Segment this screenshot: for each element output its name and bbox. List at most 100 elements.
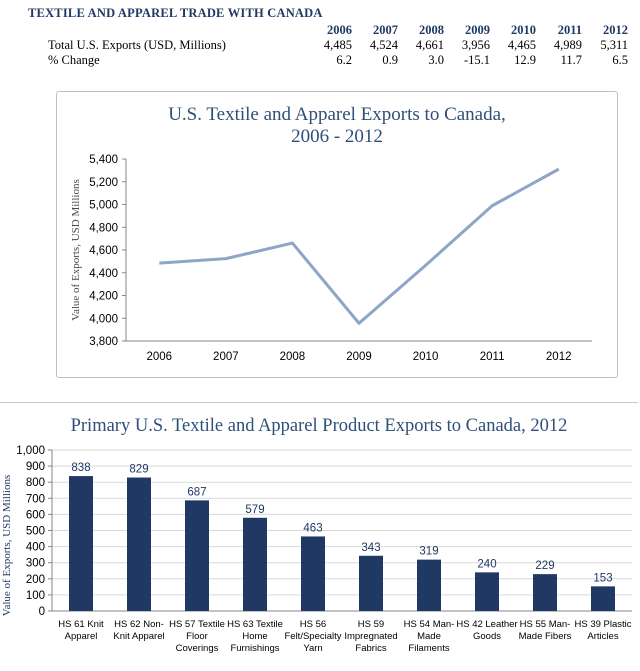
bar-chart: 0 100 200 300 400 500 600 700 800 900 1,000 838 829 6… xyxy=(1,445,632,654)
stats-exports-row: Total U.S. Exports (USD, Millions) 4,485… xyxy=(48,37,628,52)
stats-value-cell: 5,311 xyxy=(600,37,628,52)
x-tick-label-line: HS 59 xyxy=(358,619,384,630)
stats-change-row: % Change 6.2 0.9 3.0 -15.1 12.9 11.7 6.5 xyxy=(48,52,628,67)
x-tick-label: 2007 xyxy=(213,351,239,363)
x-tick-label-line: HS 42 Leather xyxy=(456,619,517,630)
bar xyxy=(301,536,325,611)
bar-data-label: 463 xyxy=(303,522,322,534)
bar-data-label: 838 xyxy=(71,462,90,474)
bar-data-label: 343 xyxy=(361,542,380,554)
bar-data-label: 829 xyxy=(129,464,148,476)
stats-value-cell: 3.0 xyxy=(428,52,444,67)
x-tick-label: 2008 xyxy=(280,351,306,363)
y-tick-label: 500 xyxy=(26,526,45,538)
x-tick-label-line: HS 39 Plastic xyxy=(574,619,631,630)
y-tick-label: 300 xyxy=(26,558,45,570)
stats-value-cell: 12.9 xyxy=(514,52,536,67)
bar xyxy=(359,555,383,611)
y-tick-label: 5,000 xyxy=(89,200,118,212)
x-tick-label-line: Goods xyxy=(473,631,501,642)
x-tick-label-line: Made Fibers xyxy=(519,631,572,642)
bar xyxy=(475,572,499,611)
bar xyxy=(185,500,209,611)
y-tick-label: 400 xyxy=(26,542,45,554)
series-line xyxy=(159,167,560,325)
x-tick-label: HS 57 Textile Floor Coverings xyxy=(169,619,225,654)
x-tick-label-line: HS 56 xyxy=(300,619,326,630)
x-tick-label-line: Filaments xyxy=(408,643,449,654)
bar-chart-panel: Primary U.S. Textile and Apparel Product… xyxy=(0,402,638,671)
x-tick-label: 2011 xyxy=(480,351,505,363)
stats-value-cell: 4,465 xyxy=(507,37,536,52)
y-tick-label: 100 xyxy=(26,590,45,602)
y-tick-label: 800 xyxy=(26,477,45,489)
x-tick-label-line: HS 63 Textile xyxy=(227,619,283,630)
stats-year-cell: 2006 xyxy=(327,22,352,37)
stats-year-cell: 2007 xyxy=(373,22,398,37)
x-tick-label-line: Articles xyxy=(587,631,618,642)
stats-value-cell: -15.1 xyxy=(463,52,490,67)
bar xyxy=(591,586,615,611)
x-tick-label: 2006 xyxy=(146,351,172,363)
bar-chart-title: Primary U.S. Textile and Apparel Product… xyxy=(70,416,568,436)
stats-value-cell: 6.2 xyxy=(336,52,352,67)
x-tick-label-line: Furnishings xyxy=(230,643,279,654)
y-tick-label: 4,200 xyxy=(89,291,118,303)
stats-value-cell: 11.7 xyxy=(560,52,582,67)
stats-value-cell: 4,989 xyxy=(553,37,582,52)
bar-data-label: 240 xyxy=(477,558,496,570)
line-chart-panel: U.S. Textile and Apparel Exports to Cana… xyxy=(56,91,618,378)
y-tick-label: 4,800 xyxy=(89,222,118,234)
stats-year-row: 2006 2007 2008 2009 2010 2011 2012 xyxy=(48,22,628,37)
x-tick-label: 2010 xyxy=(413,351,439,363)
x-tick-label: HS 61 Knit Apparel xyxy=(58,619,104,642)
x-tick-label-line: Coverings xyxy=(176,643,219,654)
x-tick-label-line: Home xyxy=(242,631,267,642)
bar xyxy=(69,476,93,611)
y-axis-label: Value of Exports, USD Millions xyxy=(70,179,82,320)
bar xyxy=(533,574,557,611)
y-tick-label: 0 xyxy=(39,606,45,618)
y-tick-label: 1,000 xyxy=(16,445,45,457)
y-tick-label: 4,400 xyxy=(89,268,118,280)
x-tick-label-line: Made xyxy=(417,631,441,642)
x-tick-label: HS 39 Plastic Articles xyxy=(574,619,631,642)
stats-row-label: % Change xyxy=(48,52,100,67)
y-tick-label: 900 xyxy=(26,461,45,473)
stats-year-cell: 2009 xyxy=(465,22,490,37)
line-chart: 3,800 4,000 4,200 4,400 4,600 4,800 5,000 5,200… xyxy=(70,154,592,363)
x-tick-label: HS 63 Textile Home Furnishings xyxy=(227,619,283,654)
stats-value-cell: 4,524 xyxy=(369,37,398,52)
stats-value-cell: 4,485 xyxy=(323,37,352,52)
line-chart-subtitle: 2006 - 2012 xyxy=(291,126,383,147)
x-tick-label-line: HS 61 Knit xyxy=(58,619,104,630)
stats-year-cell: 2008 xyxy=(419,22,444,37)
x-tick-label: 2009 xyxy=(346,351,372,363)
y-tick-label: 4,600 xyxy=(89,245,118,257)
stats-value-cell: 0.9 xyxy=(382,52,398,67)
x-tick-label-line: Yarn xyxy=(303,643,322,654)
x-tick-label-line: Felt/Specialty xyxy=(284,631,341,642)
x-tick-label: HS 62 Non-Knit Apparel xyxy=(113,619,164,642)
x-tick-label-line: Knit Apparel xyxy=(113,631,164,642)
bar xyxy=(127,477,151,611)
header-title: TEXTILE AND APPAREL TRADE WITH CANADA xyxy=(28,6,323,20)
y-tick-label: 700 xyxy=(26,493,45,505)
stats-value-cell: 3,956 xyxy=(461,37,490,52)
x-tick-label: HS 55 Man-Made Fibers xyxy=(519,619,572,642)
y-tick-label: 4,000 xyxy=(89,313,118,325)
x-tick-label-line: HS 62 Non- xyxy=(114,619,164,630)
x-tick-label: HS 42 Leather Goods xyxy=(456,619,517,642)
bar-data-label: 153 xyxy=(593,572,612,584)
y-tick-label: 5,400 xyxy=(89,154,118,166)
x-tick-label-line: Floor xyxy=(186,631,208,642)
y-tick-label: 3,800 xyxy=(89,336,118,348)
bar-data-label: 579 xyxy=(245,504,264,516)
stats-value-cell: 6.5 xyxy=(612,52,628,67)
stats-year-cell: 2012 xyxy=(603,22,628,37)
stats-year-cell: 2010 xyxy=(511,22,536,37)
bar xyxy=(417,559,441,611)
bar-data-label: 319 xyxy=(419,546,438,558)
y-axis-label: Value of Exports, USD Millions xyxy=(1,475,13,616)
x-tick-label: 2012 xyxy=(546,351,572,363)
